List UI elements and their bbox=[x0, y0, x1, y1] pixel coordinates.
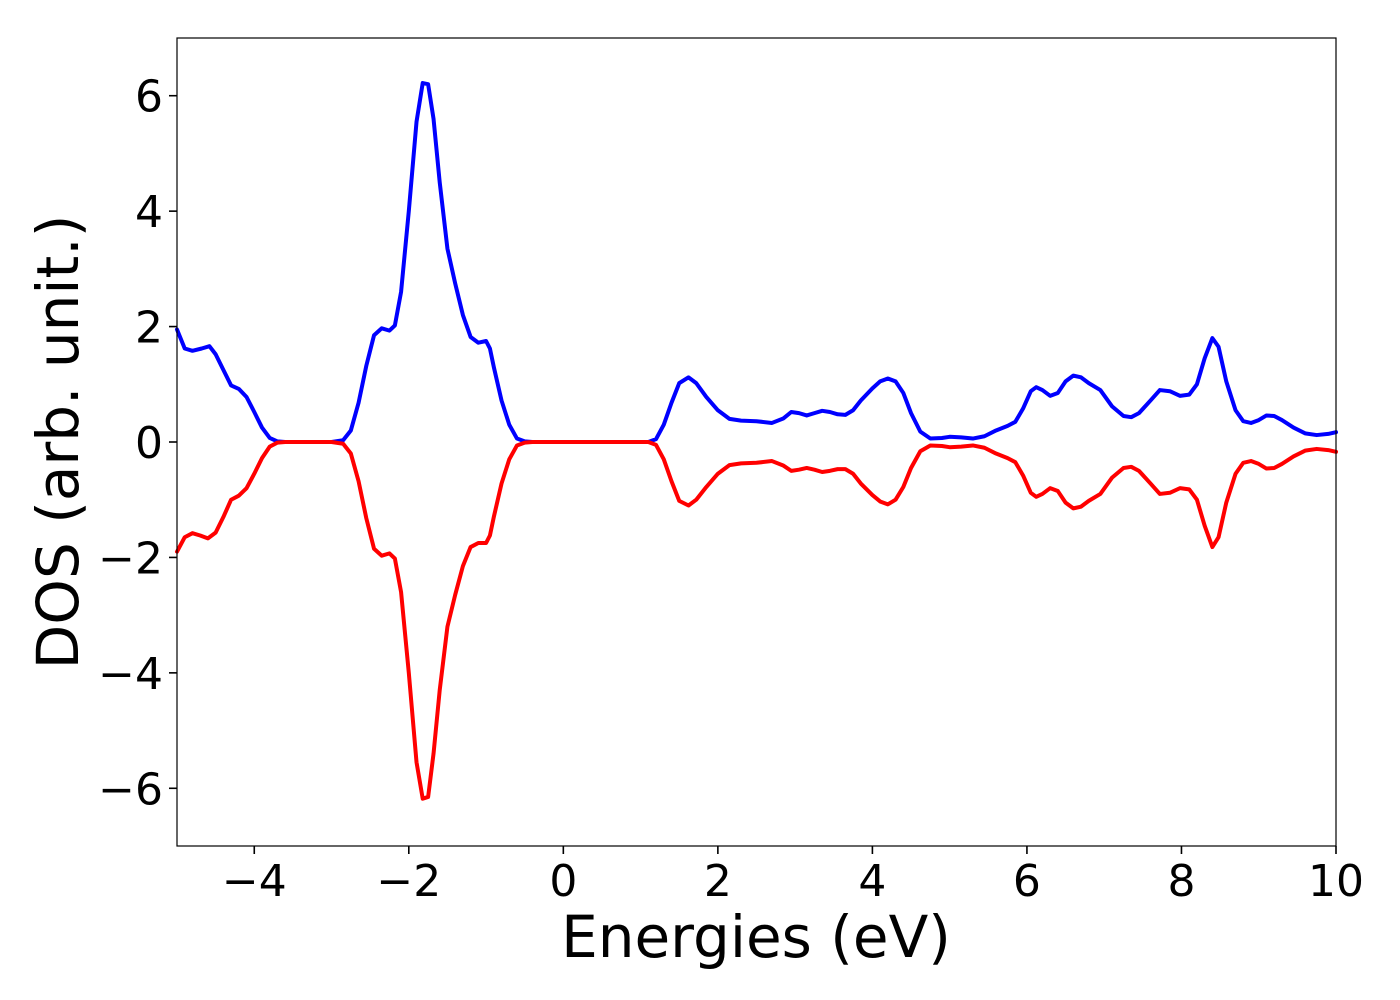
x-tick-label: 4 bbox=[858, 856, 886, 907]
y-tick-label: 4 bbox=[135, 187, 163, 238]
x-tick-label: 10 bbox=[1308, 856, 1364, 907]
x-tick-label: 8 bbox=[1167, 856, 1195, 907]
series-line-1 bbox=[175, 81, 1338, 444]
plot-frame bbox=[176, 37, 1337, 847]
y-tick-label: −2 bbox=[98, 533, 163, 584]
y-tick-label: −4 bbox=[98, 649, 163, 700]
series-line-2 bbox=[175, 440, 1338, 801]
y-tick-label: 0 bbox=[135, 418, 163, 469]
y-tick-label: 6 bbox=[135, 72, 163, 123]
x-tick-label: 0 bbox=[549, 856, 577, 907]
x-tick-label: 6 bbox=[1013, 856, 1041, 907]
y-tick-label: 2 bbox=[135, 303, 163, 354]
x-tick-label: −4 bbox=[222, 856, 287, 907]
tick-layer: −4 −2 0 2 4 6 8 10 −6 −4 −2 0 2 4 6 bbox=[98, 72, 1364, 907]
x-tick-label: 2 bbox=[704, 856, 732, 907]
y-axis-label: DOS (arb. unit.) bbox=[24, 215, 92, 670]
y-tick-label: −6 bbox=[98, 764, 163, 815]
x-tick-label: −2 bbox=[376, 856, 441, 907]
x-axis-label: Energies (eV) bbox=[561, 903, 951, 971]
series-layer bbox=[175, 81, 1338, 801]
